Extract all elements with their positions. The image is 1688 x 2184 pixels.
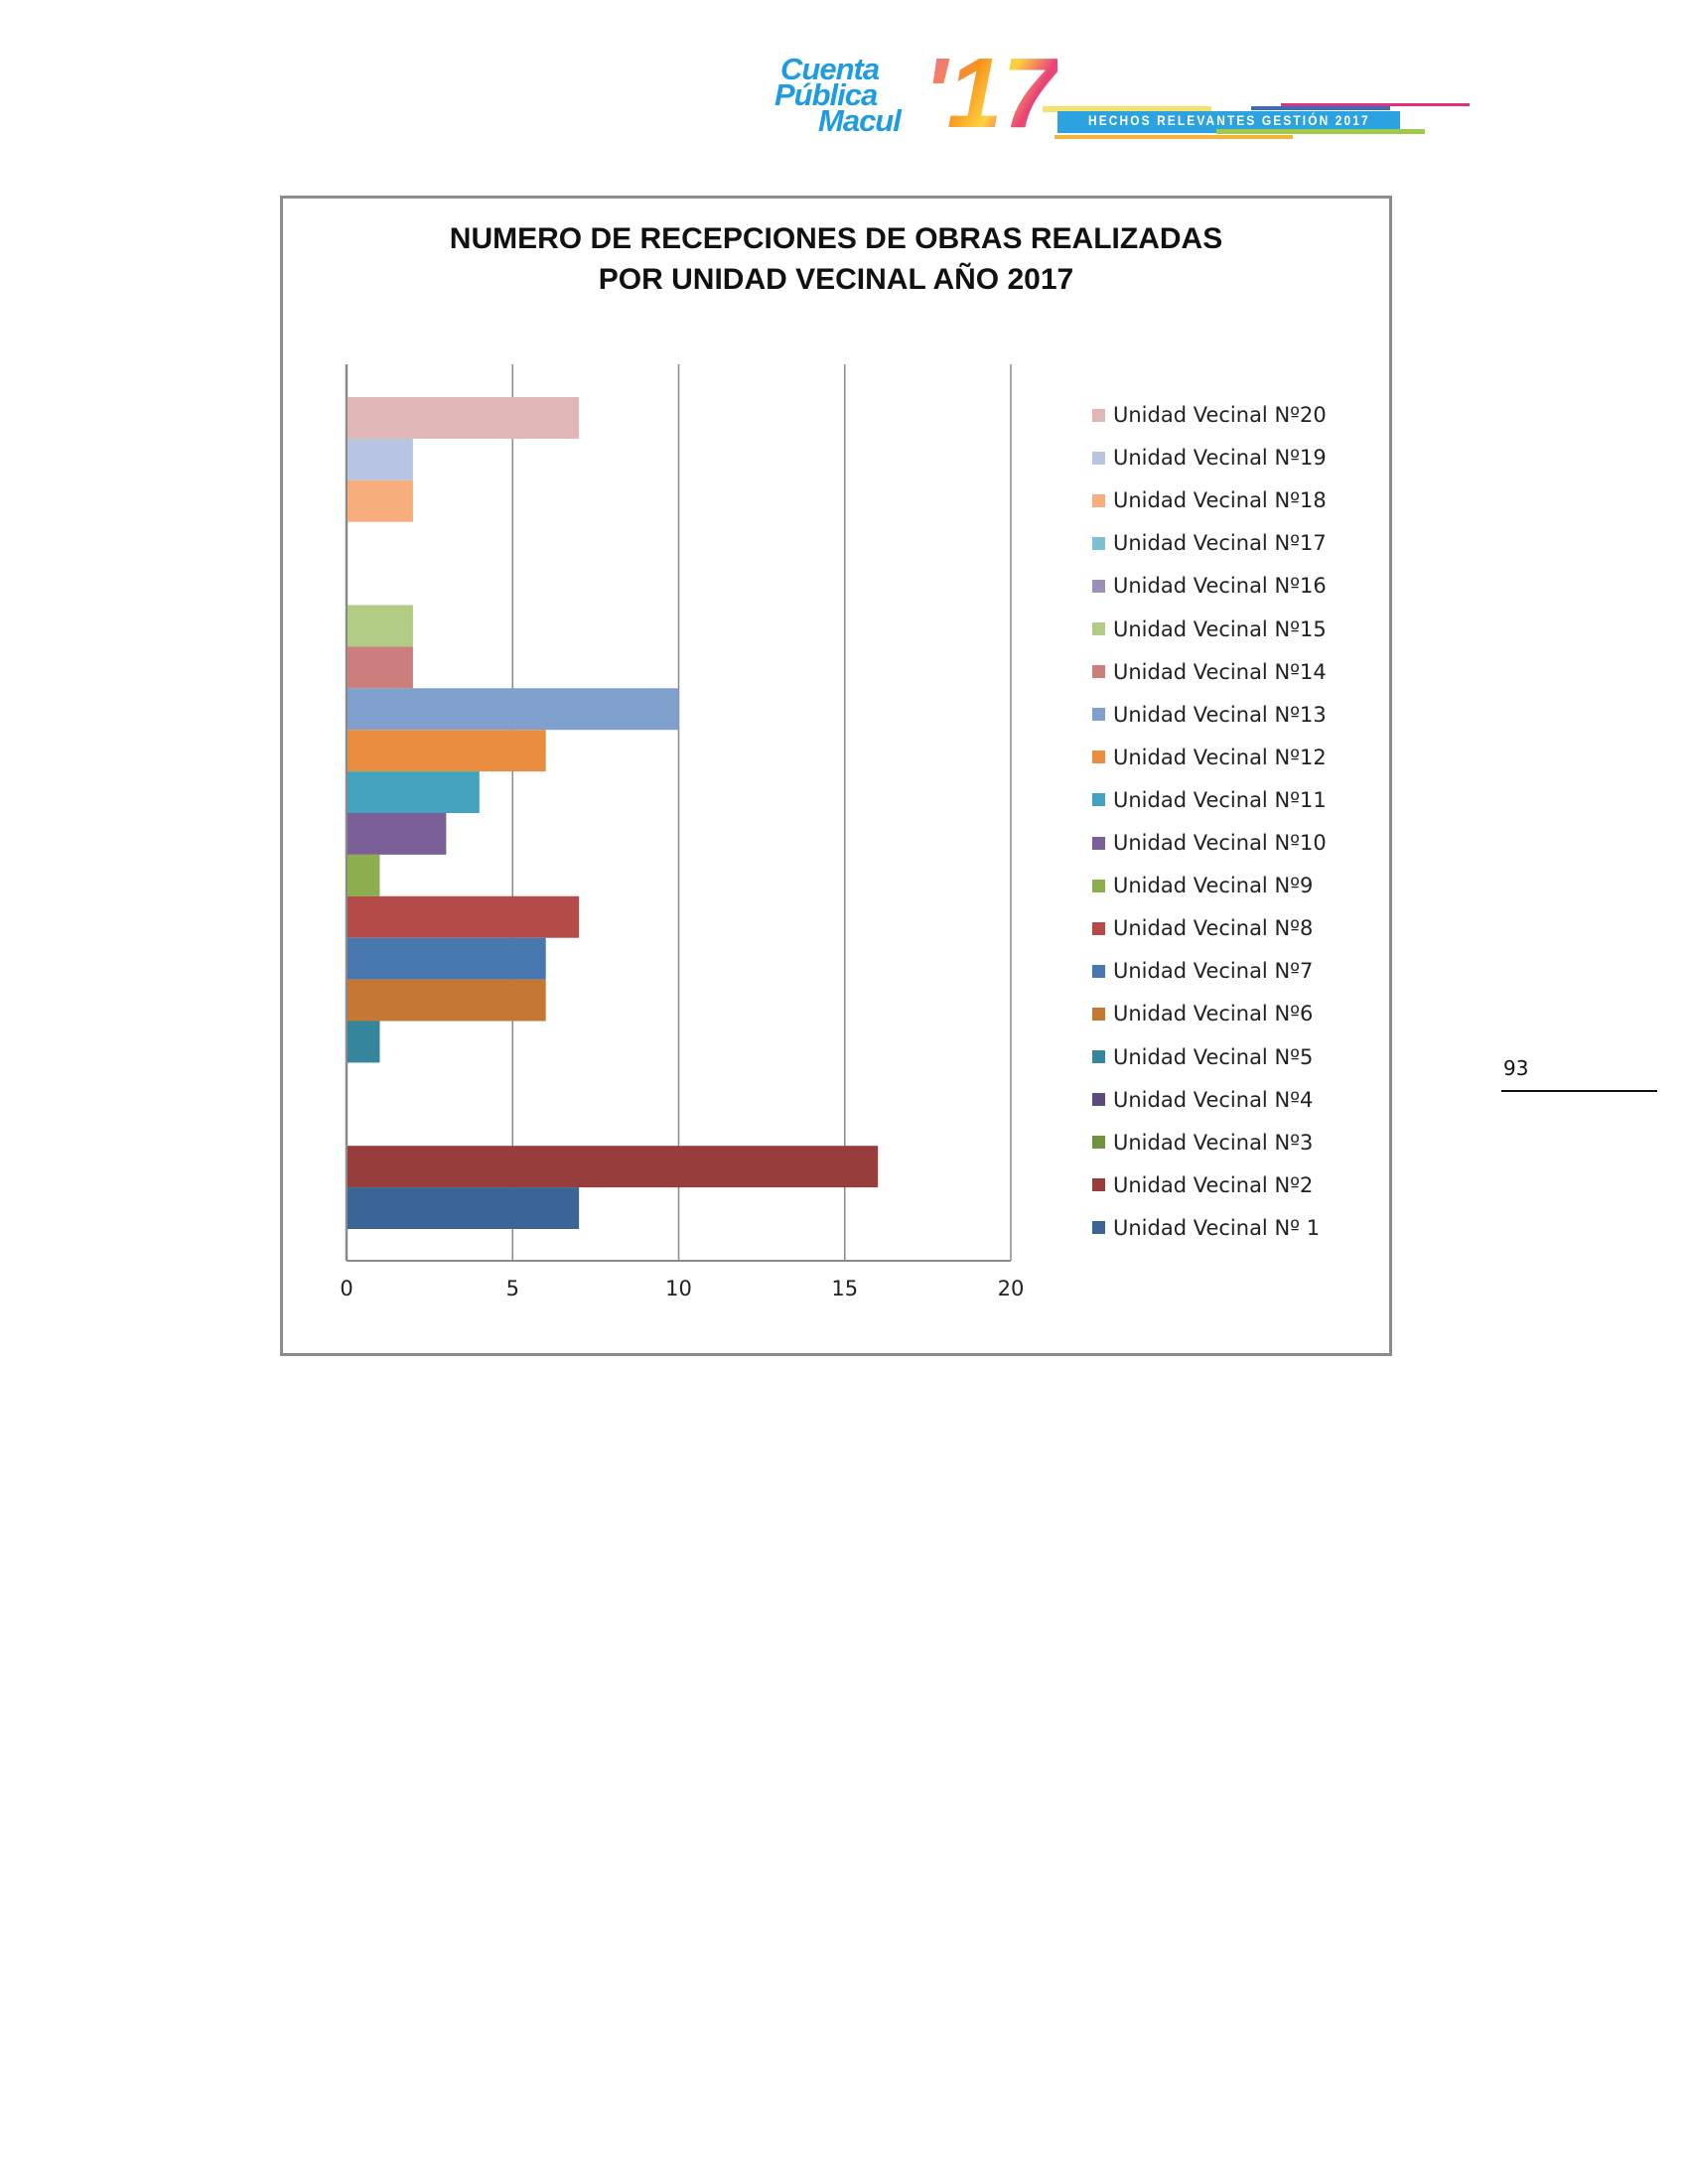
legend-item: Unidad Vecinal Nº12 xyxy=(1092,746,1327,769)
legend-label: Unidad Vecinal Nº 1 xyxy=(1113,1215,1321,1240)
legend-label: Unidad Vecinal Nº17 xyxy=(1113,531,1327,556)
legend-label: Unidad Vecinal Nº12 xyxy=(1113,745,1327,769)
bar-19 xyxy=(348,438,413,480)
bar-15 xyxy=(348,605,413,647)
bar-12 xyxy=(348,730,546,772)
bar-11 xyxy=(348,771,480,813)
legend-label: Unidad Vecinal Nº18 xyxy=(1113,488,1327,513)
legend-item: Unidad Vecinal Nº4 xyxy=(1092,1088,1313,1112)
legend-label: Unidad Vecinal Nº8 xyxy=(1113,916,1314,941)
legend-item: Unidad Vecinal Nº9 xyxy=(1092,874,1313,897)
legend-swatch xyxy=(1092,1178,1105,1192)
legend-swatch xyxy=(1092,1007,1105,1021)
bar-10 xyxy=(348,813,447,855)
x-tick-label: 20 xyxy=(997,1277,1025,1300)
legend-item: Unidad Vecinal Nº2 xyxy=(1092,1173,1313,1197)
legend-item: Unidad Vecinal Nº18 xyxy=(1092,488,1327,512)
legend-label: Unidad Vecinal Nº11 xyxy=(1113,787,1327,812)
bar-20 xyxy=(348,397,580,439)
legend-label: Unidad Vecinal Nº10 xyxy=(1113,831,1327,855)
header-banner: HECHOS RELEVANTES GESTIÓN 2017 xyxy=(1043,103,1470,141)
chart-title-line-1: NUMERO DE RECEPCIONES DE OBRAS REALIZADA… xyxy=(449,222,1223,255)
legend-swatch xyxy=(1092,751,1105,764)
bar-1 xyxy=(348,1187,580,1229)
legend-swatch xyxy=(1092,708,1105,722)
legend-label: Unidad Vecinal Nº7 xyxy=(1113,959,1314,984)
legend-item: Unidad Vecinal Nº 1 xyxy=(1092,1216,1320,1240)
logo-word: Cuenta xyxy=(780,52,880,86)
legend-swatch xyxy=(1092,451,1105,465)
legend-swatch xyxy=(1092,408,1105,422)
legend-item: Unidad Vecinal Nº19 xyxy=(1092,446,1327,470)
legend-item: Unidad Vecinal Nº10 xyxy=(1092,831,1327,855)
legend-swatch xyxy=(1092,1136,1105,1150)
x-tick-label: 0 xyxy=(340,1277,353,1300)
cuenta-publica-logo: Cuenta Pública Macul '17 xyxy=(774,44,1057,143)
legend-swatch xyxy=(1092,622,1105,635)
legend-item: Unidad Vecinal Nº6 xyxy=(1092,1002,1313,1025)
legend-label: Unidad Vecinal Nº14 xyxy=(1113,659,1327,684)
legend-swatch xyxy=(1092,964,1105,978)
legend-label: Unidad Vecinal Nº5 xyxy=(1113,1044,1314,1069)
legend-swatch xyxy=(1092,921,1105,935)
legend-swatch xyxy=(1092,665,1105,679)
legend-item: Unidad Vecinal Nº5 xyxy=(1092,1045,1313,1069)
legend-swatch xyxy=(1092,1221,1105,1235)
bar-7 xyxy=(348,937,546,980)
legend-item: Unidad Vecinal Nº17 xyxy=(1092,531,1327,555)
legend-label: Unidad Vecinal Nº4 xyxy=(1113,1087,1314,1112)
bar-18 xyxy=(348,479,413,522)
legend-item: Unidad Vecinal Nº7 xyxy=(1092,959,1313,983)
bar-13 xyxy=(348,688,679,731)
bar-6 xyxy=(348,979,546,1022)
legend-label: Unidad Vecinal Nº20 xyxy=(1113,403,1327,427)
bar-9 xyxy=(348,854,380,896)
legend-swatch xyxy=(1092,1093,1105,1107)
legend-swatch xyxy=(1092,579,1105,593)
legend-item: Unidad Vecinal Nº15 xyxy=(1092,617,1327,641)
legend-label: Unidad Vecinal Nº6 xyxy=(1113,1002,1314,1026)
bar-14 xyxy=(348,646,413,689)
legend-item: Unidad Vecinal Nº16 xyxy=(1092,574,1327,598)
legend-item: Unidad Vecinal Nº8 xyxy=(1092,916,1313,940)
legend-swatch xyxy=(1092,1050,1105,1063)
bar-8 xyxy=(348,895,580,938)
legend-label: Unidad Vecinal Nº15 xyxy=(1113,616,1327,641)
legend-item: Unidad Vecinal Nº20 xyxy=(1092,403,1327,427)
legend-item: Unidad Vecinal Nº13 xyxy=(1092,703,1327,727)
legend-item: Unidad Vecinal Nº14 xyxy=(1092,660,1327,684)
bar-5 xyxy=(348,1021,380,1063)
legend-swatch xyxy=(1092,836,1105,850)
legend-swatch xyxy=(1092,536,1105,550)
bar-2 xyxy=(348,1146,879,1188)
logo-year: '17 xyxy=(923,38,1058,149)
legend-item: Unidad Vecinal Nº3 xyxy=(1092,1131,1313,1155)
banner-text: HECHOS RELEVANTES GESTIÓN 2017 xyxy=(1088,112,1370,128)
logo-word: Pública xyxy=(774,77,878,112)
page-number: 93 xyxy=(1503,1056,1529,1080)
x-tick-label: 10 xyxy=(665,1277,692,1300)
legend-label: Unidad Vecinal Nº19 xyxy=(1113,446,1327,471)
legend-label: Unidad Vecinal Nº13 xyxy=(1113,702,1327,727)
legend-swatch xyxy=(1092,879,1105,892)
page-number-rule xyxy=(1501,1090,1657,1092)
logo-word: Macul xyxy=(818,103,902,138)
x-tick-label: 5 xyxy=(505,1277,519,1300)
legend-swatch xyxy=(1092,493,1105,507)
x-tick-label: 15 xyxy=(831,1277,859,1300)
chart-title-line-2: POR UNIDAD VECINAL AÑO 2017 xyxy=(598,263,1074,296)
legend-label: Unidad Vecinal Nº9 xyxy=(1113,874,1314,898)
legend-item: Unidad Vecinal Nº11 xyxy=(1092,788,1327,812)
legend-label: Unidad Vecinal Nº2 xyxy=(1113,1172,1314,1197)
legend-label: Unidad Vecinal Nº16 xyxy=(1113,574,1327,599)
legend-swatch xyxy=(1092,793,1105,807)
legend-label: Unidad Vecinal Nº3 xyxy=(1113,1130,1314,1155)
